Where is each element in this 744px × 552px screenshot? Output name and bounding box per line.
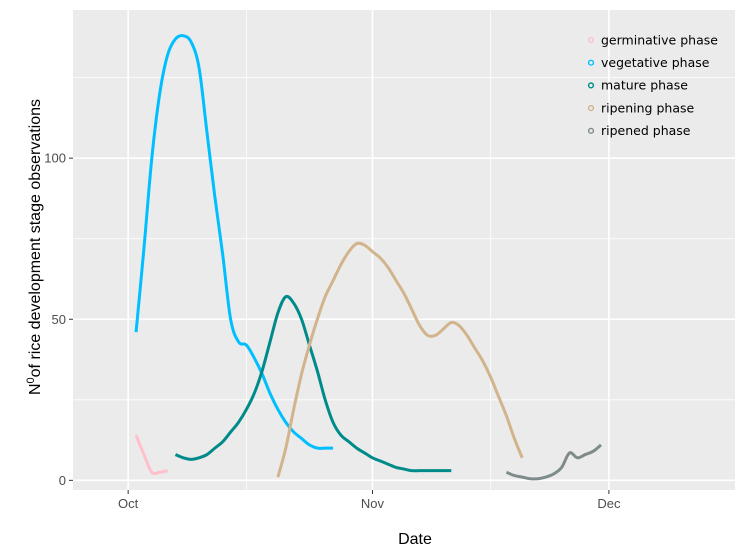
x-tick-label: Dec: [597, 496, 621, 511]
major-gridlines: [73, 10, 735, 490]
series-line-vegetative-phase: [134, 34, 334, 450]
legend-key: [587, 59, 595, 66]
legend-label: ripening phase: [601, 100, 694, 115]
legend-key: [587, 36, 595, 44]
legend-key: [587, 127, 595, 134]
legend-label: mature phase: [601, 78, 688, 93]
y-axis-title-base: N: [27, 383, 44, 395]
y-tick-label: 0: [59, 473, 66, 488]
x-axis-title: Date: [398, 531, 432, 548]
legend-label: vegetative phase: [601, 55, 710, 70]
series-line-mature-phase: [174, 294, 452, 473]
plot-panel: [73, 10, 735, 490]
series-line-ripening-phase: [276, 241, 524, 478]
y-axis-title: N0of rice development stage observations: [25, 99, 44, 395]
legend: germinative phase vegetative phase mature …: [587, 32, 718, 138]
legend-label: germinative phase: [601, 32, 718, 47]
series-lines: [134, 34, 602, 481]
legend-key: [587, 104, 595, 112]
x-tick-label: Nov: [361, 496, 385, 511]
series-line-ripened-phase: [505, 443, 602, 481]
y-axis-title-superscript: 0: [25, 377, 37, 383]
legend-key: [587, 82, 595, 89]
minor-gridlines: [73, 10, 735, 490]
series-line-germinative-phase: [134, 434, 168, 476]
y-tick-label: 50: [52, 312, 66, 327]
y-tick-label: 100: [44, 151, 66, 166]
x-tick-label: Oct: [118, 496, 139, 511]
legend-label: ripened phase: [601, 123, 691, 138]
axes: Oct Nov Dec 0 50 100: [44, 151, 621, 511]
y-axis-title-rest: of rice development stage observations: [27, 99, 44, 377]
